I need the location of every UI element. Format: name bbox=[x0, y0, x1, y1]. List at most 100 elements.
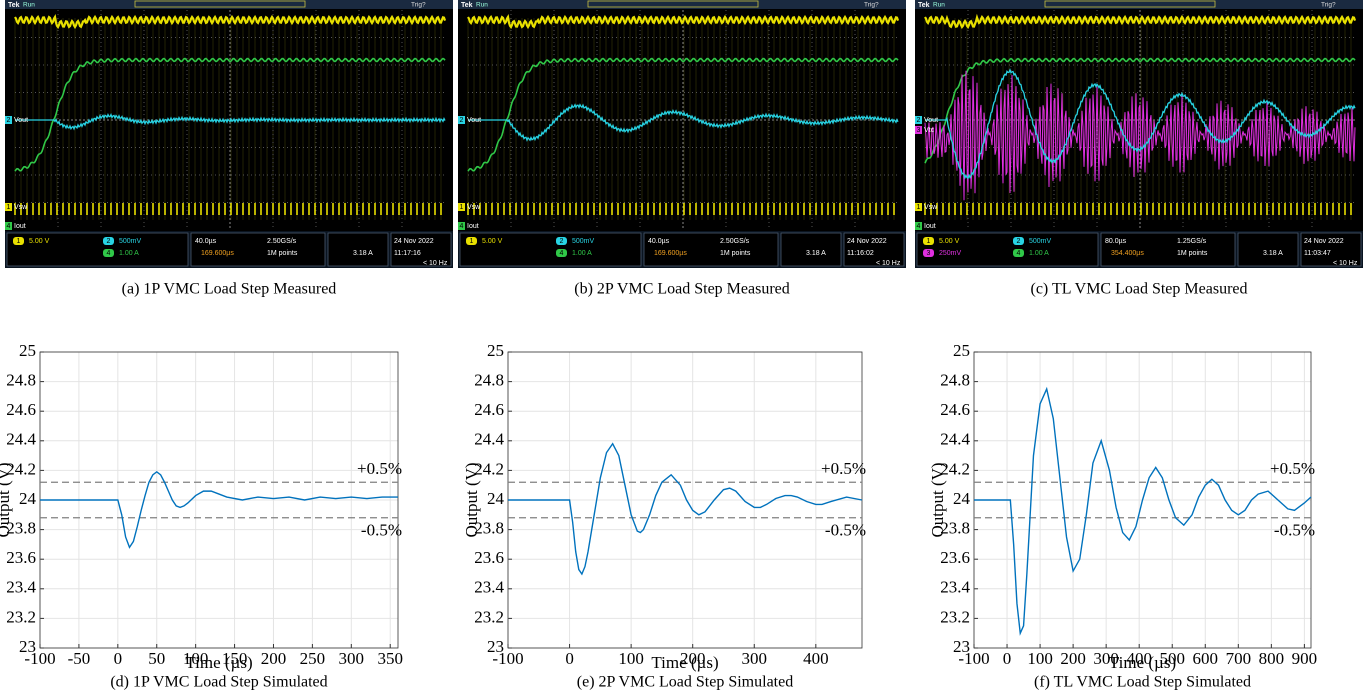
trigger-pos: 354.400µs bbox=[1111, 250, 1144, 257]
x-tick-label: 200 bbox=[261, 649, 287, 668]
channel-badge-number: 2 bbox=[1017, 238, 1021, 245]
freq: < 10 Hz bbox=[423, 260, 448, 267]
scope-caption: (c) TL VMC Load Step Measured bbox=[1031, 281, 1248, 298]
trigger-status: Trig? bbox=[1321, 2, 1336, 9]
x-tick-label: -100 bbox=[24, 649, 55, 668]
x-tick-label: 50 bbox=[148, 649, 165, 668]
x-tick-label: 0 bbox=[565, 649, 574, 668]
time: 11:16:02 bbox=[847, 250, 874, 257]
time: 11:03:47 bbox=[1304, 250, 1331, 257]
date: 24 Nov 2022 bbox=[394, 238, 434, 245]
y-tick-label: 24 bbox=[19, 489, 37, 508]
record: 1M points bbox=[720, 250, 751, 257]
channel-number: 1 bbox=[460, 204, 464, 211]
channel-number: 2 bbox=[7, 117, 11, 124]
trigger-level: 3.18 A bbox=[1263, 250, 1283, 257]
x-tick-label: 300 bbox=[742, 649, 768, 668]
x-tick-label: 350 bbox=[377, 649, 403, 668]
x-tick-label: 200 bbox=[1060, 649, 1086, 668]
timebase: 80.0µs bbox=[1105, 238, 1127, 245]
y-tick-label: 23.2 bbox=[6, 607, 36, 626]
timebase: 40.0µs bbox=[648, 238, 670, 245]
y-tick-label: 23.6 bbox=[940, 548, 970, 567]
channel-scale: 5.00 V bbox=[939, 238, 960, 245]
y-tick-label: 23.2 bbox=[474, 607, 504, 626]
y-tick-label: 24.8 bbox=[474, 371, 504, 390]
scope-background bbox=[5, 0, 453, 268]
channel-scale: 1.00 A bbox=[119, 250, 139, 257]
y-tick-label: 23.6 bbox=[6, 548, 36, 567]
time: 11:17:16 bbox=[394, 250, 421, 257]
run-status: Run bbox=[933, 2, 945, 9]
x-axis-label: Time (µs) bbox=[1109, 653, 1176, 672]
y-tick-label: 24.6 bbox=[940, 400, 970, 419]
y-tick-label: 23.6 bbox=[474, 548, 504, 567]
x-tick-label: 600 bbox=[1193, 649, 1219, 668]
freq: < 10 Hz bbox=[1333, 260, 1358, 267]
x-tick-label: 300 bbox=[339, 649, 365, 668]
date: 24 Nov 2022 bbox=[847, 238, 887, 245]
x-tick-label: 900 bbox=[1292, 649, 1318, 668]
run-status: Run bbox=[476, 2, 488, 9]
scope-screenshot: TekRunTrig?2Vout1Vsw4Iout15.00 V2500mV41… bbox=[458, 0, 906, 268]
y-tick-label: 24.4 bbox=[474, 430, 504, 449]
trigger-pos: 169.600µs bbox=[654, 250, 687, 257]
channel-label: Vout bbox=[467, 117, 481, 124]
run-status: Run bbox=[23, 2, 35, 9]
chart-caption: (d) 1P VMC Load Step Simulated bbox=[110, 674, 327, 691]
sample-rate: 2.50GS/s bbox=[720, 238, 750, 245]
channel-badge-number: 4 bbox=[107, 250, 111, 257]
channel-badge-number: 1 bbox=[470, 238, 474, 245]
y-tick-label: 24.4 bbox=[6, 430, 36, 449]
x-tick-label: 800 bbox=[1259, 649, 1285, 668]
x-axis-label: Time (µs) bbox=[185, 653, 252, 672]
channel-scale: 500mV bbox=[1029, 238, 1052, 245]
trigger-status: Trig? bbox=[411, 2, 426, 9]
y-tick-label: 23.4 bbox=[940, 578, 970, 597]
y-tick-label: 25 bbox=[953, 341, 970, 360]
scope-caption: (a) 1P VMC Load Step Measured bbox=[122, 281, 337, 298]
reference-label: -0.5% bbox=[1274, 521, 1315, 540]
sample-rate: 2.50GS/s bbox=[267, 238, 297, 245]
channel-scale: 500mV bbox=[572, 238, 595, 245]
y-tick-label: 23.2 bbox=[940, 607, 970, 626]
channel-label: Vtc bbox=[924, 127, 935, 134]
sample-rate: 1.25GS/s bbox=[1177, 238, 1207, 245]
x-tick-label: 400 bbox=[803, 649, 829, 668]
channel-number: 4 bbox=[460, 223, 464, 230]
y-tick-label: 24.8 bbox=[6, 371, 36, 390]
channel-number: 3 bbox=[917, 127, 921, 134]
channel-scale: 1.00 A bbox=[1029, 250, 1049, 257]
channel-label: Vout bbox=[14, 117, 28, 124]
y-tick-label: 24 bbox=[953, 489, 971, 508]
channel-badge-number: 4 bbox=[1017, 250, 1021, 257]
channel-badge-number: 2 bbox=[560, 238, 564, 245]
date: 24 Nov 2022 bbox=[1304, 238, 1344, 245]
channel-badge-number: 4 bbox=[560, 250, 564, 257]
trigger-level: 3.18 A bbox=[353, 250, 373, 257]
reference-label: +0.5% bbox=[821, 459, 866, 478]
y-tick-label: 23.4 bbox=[6, 578, 36, 597]
channel-label: Vsw bbox=[467, 204, 481, 211]
channel-scale: 5.00 V bbox=[482, 238, 503, 245]
y-tick-label: 25 bbox=[487, 341, 504, 360]
scope-screenshot: TekRunTrig?2Vout3Vtc1Vsw4Iout15.00 V2500… bbox=[915, 0, 1363, 268]
scope-background bbox=[458, 0, 906, 268]
y-tick-label: 24.6 bbox=[474, 400, 504, 419]
x-tick-label: 250 bbox=[300, 649, 326, 668]
reference-label: +0.5% bbox=[1270, 459, 1315, 478]
scope-caption: (b) 2P VMC Load Step Measured bbox=[574, 281, 790, 298]
chart-caption: (f) TL VMC Load Step Simulated bbox=[1034, 674, 1251, 691]
figure-canvas: TekRunTrig?2Vout1Vsw4Iout15.00 V2500mV41… bbox=[0, 0, 1364, 692]
channel-label: Iout bbox=[467, 223, 479, 230]
y-tick-label: 23.4 bbox=[474, 578, 504, 597]
trigger-level: 3.18 A bbox=[806, 250, 826, 257]
x-tick-label: -100 bbox=[958, 649, 989, 668]
channel-label: Vout bbox=[924, 117, 938, 124]
channel-number: 2 bbox=[917, 117, 921, 124]
reference-label: +0.5% bbox=[357, 459, 402, 478]
record: 1M points bbox=[1177, 250, 1208, 257]
channel-number: 4 bbox=[917, 223, 921, 230]
y-axis-label: Output (V) bbox=[0, 462, 13, 537]
